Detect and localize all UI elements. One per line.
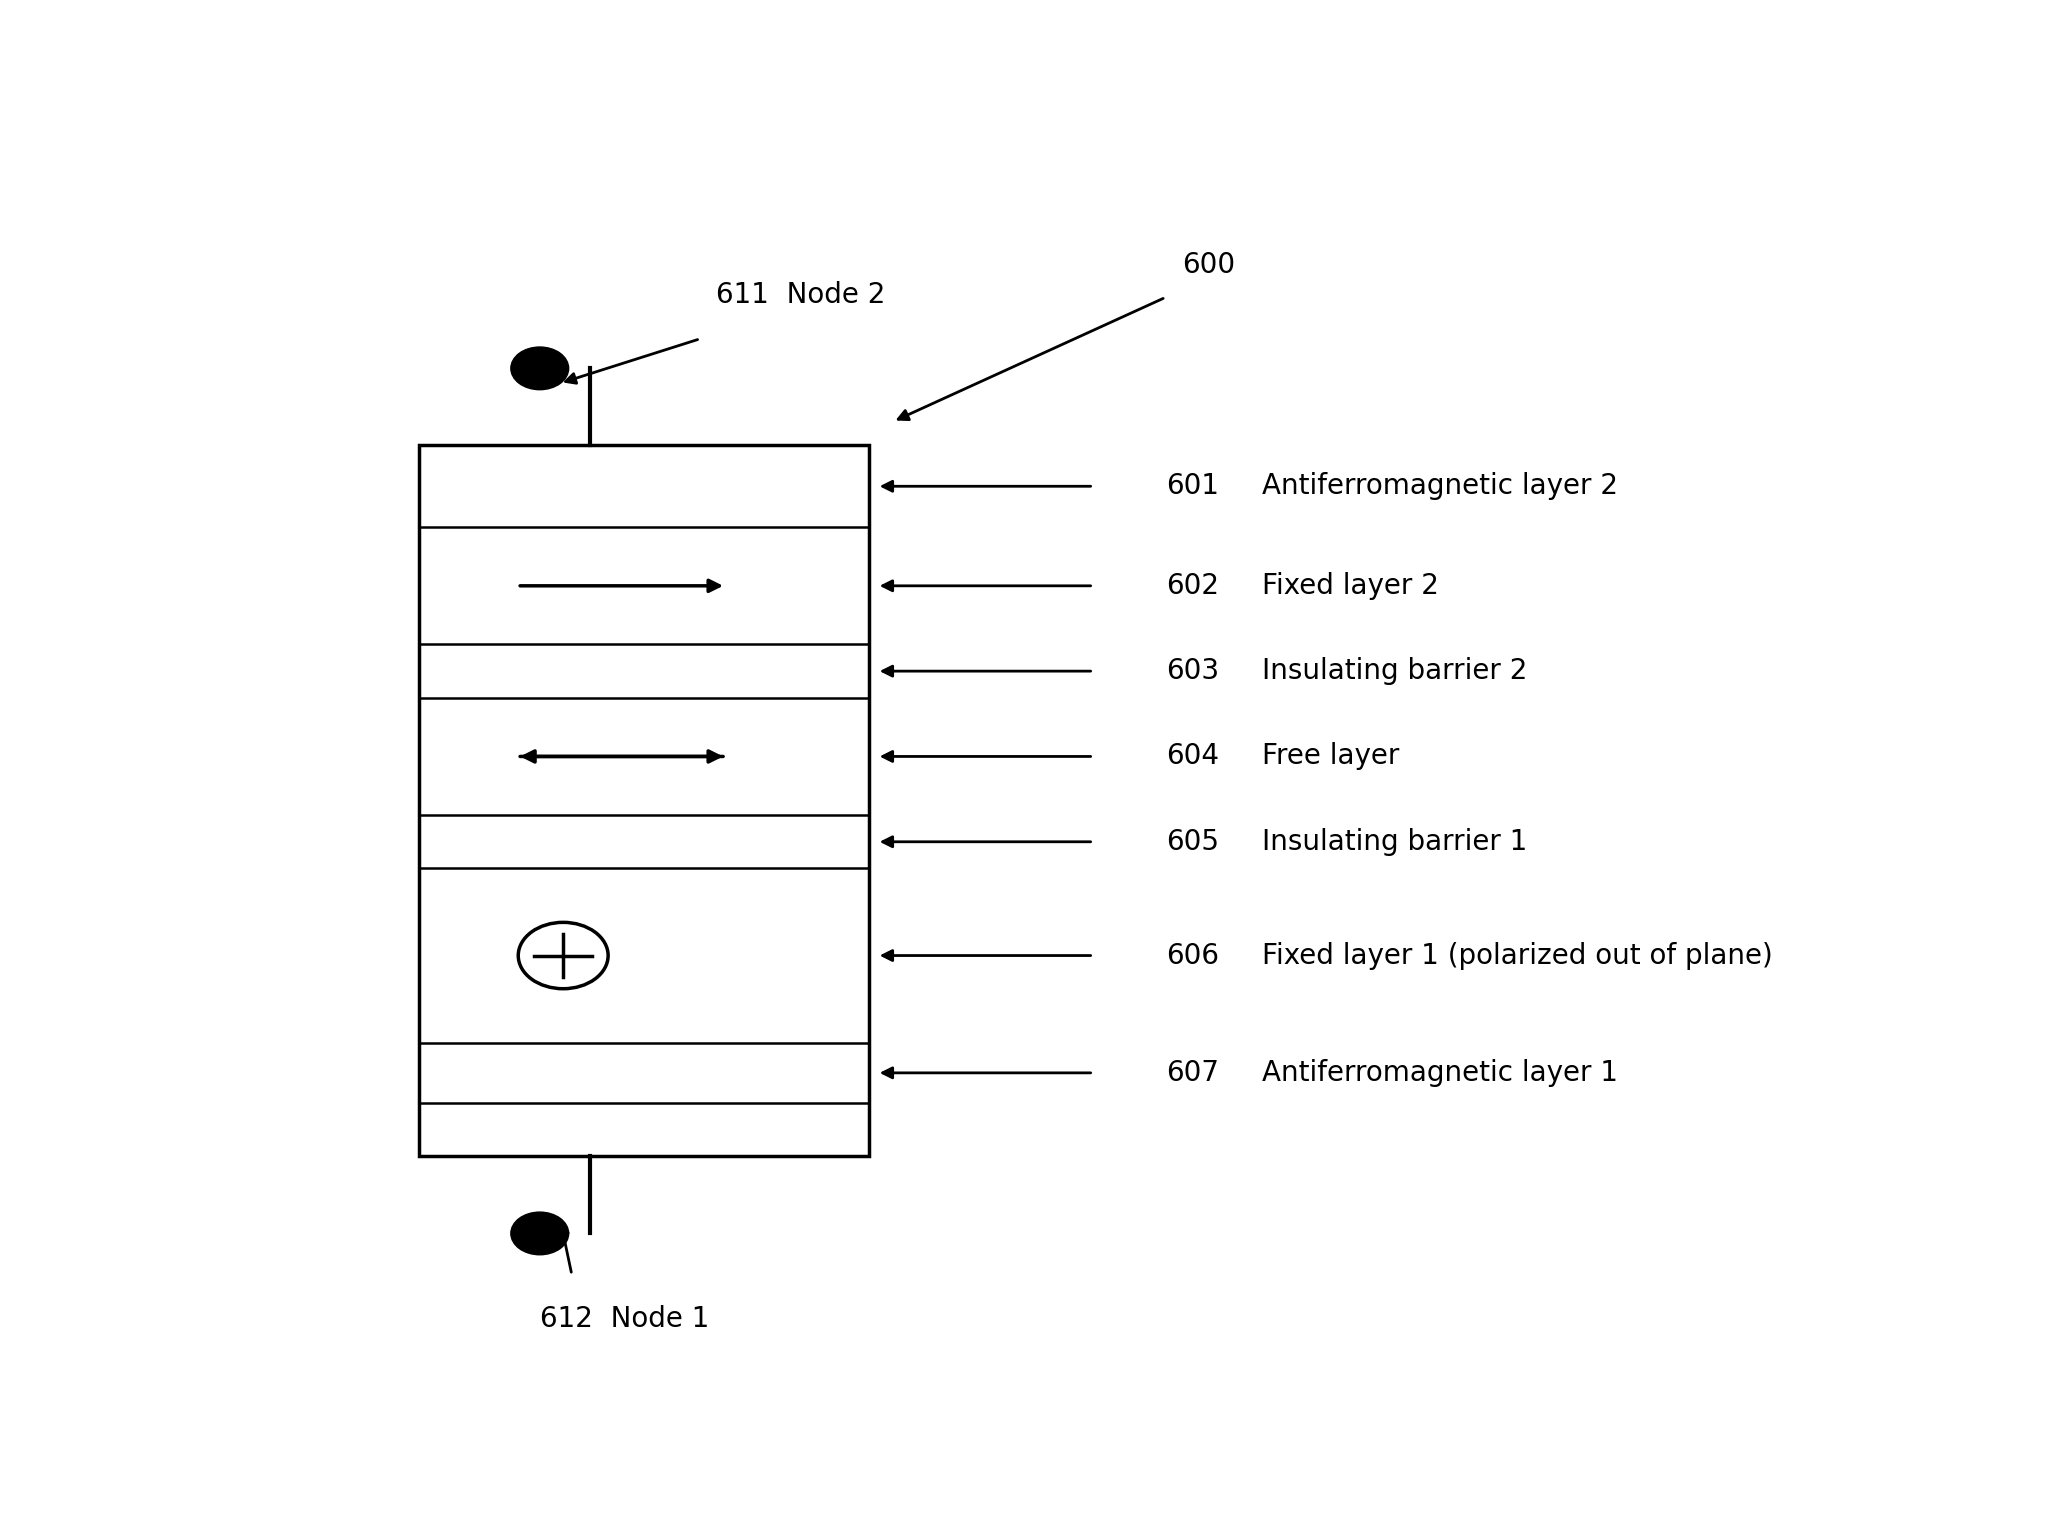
Text: 601: 601 [1166,472,1218,500]
Text: 612  Node 1: 612 Node 1 [541,1305,708,1333]
Bar [418,445,870,1156]
Text: 606: 606 [1166,942,1218,970]
Text: Antiferromagnetic layer 2: Antiferromagnetic layer 2 [1261,472,1617,500]
Text: 604: 604 [1166,742,1218,771]
Text: Antiferromagnetic layer 1: Antiferromagnetic layer 1 [1261,1059,1617,1087]
Text: 605: 605 [1166,828,1218,856]
Text: Insulating barrier 2: Insulating barrier 2 [1261,657,1528,685]
Text: 607: 607 [1166,1059,1218,1087]
Circle shape [512,1213,570,1254]
Text: 603: 603 [1166,657,1220,685]
Circle shape [512,346,570,389]
Text: Insulating barrier 1: Insulating barrier 1 [1261,828,1528,856]
Text: 611  Node 2: 611 Node 2 [717,282,886,309]
Text: Fixed layer 1 (polarized out of plane): Fixed layer 1 (polarized out of plane) [1261,942,1773,970]
Text: Free layer: Free layer [1261,742,1400,771]
Text: 602: 602 [1166,573,1218,600]
Text: Fixed layer 2: Fixed layer 2 [1261,573,1439,600]
Text: 600: 600 [1183,251,1234,280]
